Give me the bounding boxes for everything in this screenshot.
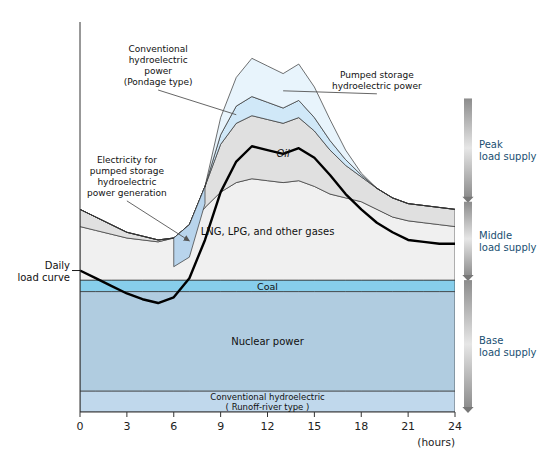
- text-line: Pumped storage: [340, 70, 414, 80]
- stacked-area: [80, 179, 455, 280]
- stacked-area: [80, 116, 455, 242]
- series-label: Oil: [276, 148, 290, 159]
- text-line: load supply: [479, 347, 537, 358]
- text-line: load curve: [17, 272, 70, 283]
- text-line: load supply: [479, 151, 537, 162]
- text-line: Coal: [257, 281, 278, 292]
- x-tick-label: 9: [217, 420, 224, 433]
- text-line: power generation: [87, 188, 167, 198]
- x-tick: [455, 412, 456, 417]
- text-line: Conventional: [128, 44, 187, 54]
- series-label: Conventional hydroelectric( Runoff-river…: [210, 392, 325, 412]
- stacked-area: [80, 292, 455, 391]
- load-line: [80, 146, 455, 303]
- series-label: Coal: [257, 281, 278, 292]
- text-line: load supply: [479, 242, 537, 253]
- x-tick-label: 21: [401, 420, 415, 433]
- callout-label: Electricity forpumped storagehydroelectr…: [87, 155, 167, 198]
- series-label: Nuclear power: [231, 336, 304, 347]
- callout-label: Pumped storagehydroelectric power: [332, 70, 422, 91]
- text-line: ( Runoff-river type ): [226, 402, 310, 412]
- supply-bands: Peakload supplyMiddleload supplyBaseload…: [462, 98, 536, 413]
- x-tick-label: 0: [77, 420, 84, 433]
- text-line: LNG, LPG, and other gases: [201, 226, 335, 237]
- band-label: Baseload supply: [479, 335, 537, 358]
- x-tick-label: 3: [123, 420, 130, 433]
- x-tick: [220, 412, 221, 417]
- x-axis-label: (hours): [417, 436, 455, 448]
- y-axis: [80, 22, 81, 412]
- text-line: Nuclear power: [231, 336, 304, 347]
- callout-label: Conventionalhydroelectricpower(Pondage t…: [124, 44, 193, 87]
- x-tick-label: 15: [307, 420, 321, 433]
- x-tick: [408, 412, 409, 417]
- plot-area: [80, 58, 455, 412]
- x-tick-label: 18: [354, 420, 368, 433]
- chart: 0 3 6 9 12 15 18 21 24 (hours) Conventional hydroe…: [0, 0, 555, 454]
- text-line: Oil: [276, 148, 290, 159]
- text-line: hydroelectric: [97, 177, 156, 187]
- line-label: Dailyload curve: [17, 260, 70, 283]
- text-line: Conventional hydroelectric: [210, 392, 325, 402]
- supply-band: [464, 280, 472, 408]
- text-line: Peak: [479, 139, 503, 150]
- x-tick-label: 12: [261, 420, 275, 433]
- supply-band: [464, 202, 472, 276]
- stacked-area: [80, 391, 455, 412]
- series-label: LNG, LPG, and other gases: [201, 226, 335, 237]
- stacked-area: [80, 97, 455, 240]
- supply-band: [464, 98, 472, 197]
- band-arrow: [462, 407, 473, 413]
- x-tick: [126, 412, 127, 417]
- x-tick: [314, 412, 315, 417]
- x-tick-label: 6: [170, 420, 177, 433]
- series-labels: Conventional hydroelectric( Runoff-river…: [17, 44, 422, 412]
- stacked-area: [80, 280, 455, 291]
- leader-line: [158, 90, 236, 115]
- x-tick: [361, 412, 362, 417]
- x-tick-label: 24: [448, 420, 462, 433]
- text-line: (Pondage type): [124, 77, 193, 87]
- text-line: hydroelectric power: [332, 81, 422, 91]
- text-line: Base: [479, 335, 503, 346]
- band-label: Middleload supply: [479, 230, 537, 253]
- x-tick: [173, 412, 174, 417]
- text-line: Electricity for: [97, 155, 157, 165]
- x-tick: [80, 412, 81, 417]
- text-line: Middle: [479, 230, 512, 241]
- leader-line: [283, 91, 377, 94]
- text-line: hydroelectric: [129, 55, 188, 65]
- band-label: Peakload supply: [479, 139, 537, 162]
- text-line: pumped storage: [90, 166, 165, 176]
- leader-line: [127, 201, 190, 241]
- x-tick: [267, 412, 268, 417]
- text-line: power: [144, 66, 172, 76]
- text-line: Daily: [45, 260, 70, 271]
- leader-line: [72, 270, 80, 271]
